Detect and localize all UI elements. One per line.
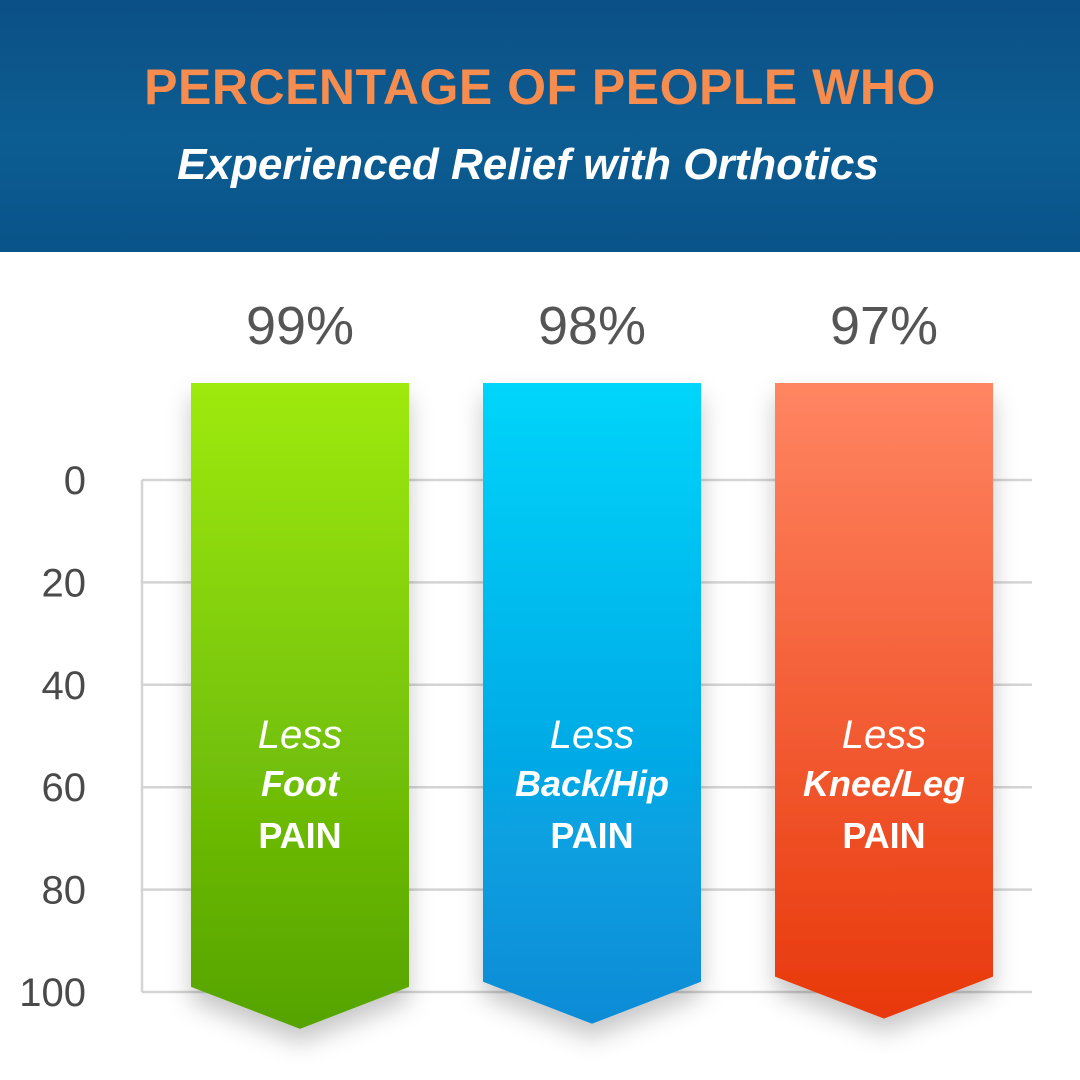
bar-label-pain: PAIN	[258, 815, 341, 856]
bar-label-pain: PAIN	[550, 815, 633, 856]
y-tick-label: 0	[64, 459, 86, 503]
bar-label-pain: PAIN	[842, 815, 925, 856]
bar-label-less: Less	[842, 713, 927, 757]
y-tick-label: 20	[42, 561, 87, 605]
bars	[191, 383, 993, 1029]
header-banner: PERCENTAGE OF PEOPLE WHO Experienced Rel…	[0, 0, 1080, 252]
bar-value-label: 97%	[830, 296, 938, 356]
bar-label-less: Less	[258, 713, 343, 757]
bar-chart: 0 20 40 60 80 100 99% Less Foot PAIN 98% Less Back/…	[19, 296, 1032, 1029]
bar-label-area: Back/Hip	[515, 763, 669, 804]
y-tick-label: 60	[42, 766, 87, 810]
bar-label-area: Knee/Leg	[803, 763, 965, 804]
bar-label-less: Less	[550, 713, 635, 757]
y-tick-label: 40	[42, 664, 87, 708]
chart-subtitle: Experienced Relief with Orthotics	[177, 140, 879, 189]
chart-title: PERCENTAGE OF PEOPLE WHO	[144, 59, 936, 115]
bar	[483, 383, 701, 1024]
y-axis-ticks: 0 20 40 60 80 100	[19, 459, 86, 1015]
value-labels: 99% Less Foot PAIN 98% Less Back/Hip PAIN 97% Les…	[246, 296, 965, 856]
bar-label-area: Foot	[261, 763, 341, 804]
bar	[775, 383, 993, 1019]
bar	[191, 383, 409, 1029]
bar-value-label: 98%	[538, 296, 646, 356]
bar-value-label: 99%	[246, 296, 354, 356]
y-tick-label: 80	[42, 869, 87, 913]
y-tick-label: 100	[19, 971, 86, 1015]
